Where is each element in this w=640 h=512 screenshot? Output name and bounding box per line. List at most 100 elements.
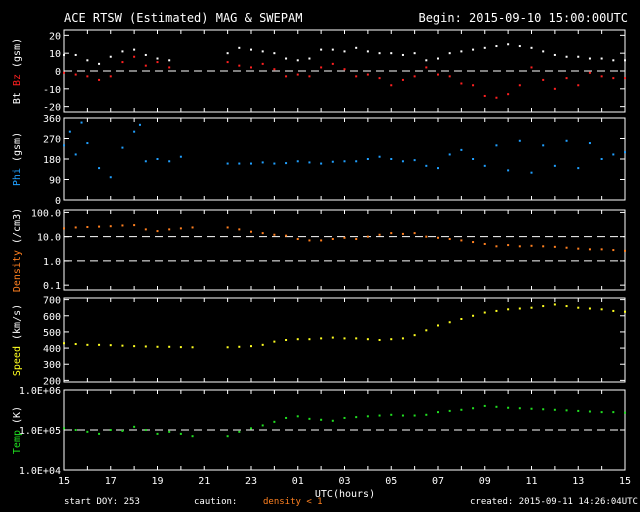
data-point xyxy=(366,415,369,418)
data-point xyxy=(261,62,264,65)
series-mag-1 xyxy=(63,55,626,99)
panel-frame xyxy=(63,209,626,291)
data-point xyxy=(133,48,136,51)
data-point xyxy=(168,59,171,62)
data-point xyxy=(612,309,615,312)
data-point xyxy=(577,247,580,250)
data-point xyxy=(378,414,381,417)
data-point xyxy=(401,160,404,163)
data-point xyxy=(472,241,475,244)
data-point xyxy=(63,427,65,430)
data-point xyxy=(483,46,486,49)
created-time: created: 2015-09-11 14:26:04UTC xyxy=(470,497,638,507)
y-axis-label-part: Density xyxy=(12,250,23,292)
x-tick-label: 01 xyxy=(292,476,304,487)
x-tick-label: 13 xyxy=(572,476,584,487)
data-point xyxy=(495,405,498,408)
density-note: density < 1 xyxy=(263,497,323,507)
data-point xyxy=(413,159,416,162)
data-point xyxy=(612,153,615,156)
y-tick-label: 300 xyxy=(43,360,61,371)
data-point xyxy=(565,77,568,80)
y-tick-label: 90 xyxy=(49,176,61,187)
data-point xyxy=(331,48,334,51)
data-point xyxy=(98,78,101,81)
data-point xyxy=(472,48,475,51)
data-point xyxy=(355,75,358,78)
data-point xyxy=(109,176,112,179)
y-axis-label-part: (gsm) xyxy=(12,38,23,74)
y-tick-label: 20 xyxy=(49,31,61,42)
data-point xyxy=(343,50,346,53)
data-point xyxy=(296,59,299,62)
y-axis-label-part: Phi xyxy=(12,168,23,186)
data-point xyxy=(425,66,428,69)
data-point xyxy=(542,245,545,248)
data-point xyxy=(530,306,533,309)
data-point xyxy=(285,234,288,237)
data-point xyxy=(577,306,580,309)
data-point xyxy=(121,61,124,64)
data-point xyxy=(121,50,124,53)
data-point xyxy=(238,64,241,67)
y-tick-label: 0 xyxy=(55,67,61,78)
data-point xyxy=(191,346,194,349)
data-point xyxy=(285,57,288,60)
data-point xyxy=(483,404,486,407)
data-point xyxy=(308,75,311,78)
start-doy: start DOY: 253 xyxy=(64,497,140,507)
data-point xyxy=(577,55,580,58)
panel-mag: 20 10 0 -10 -20 Bt Bz (gsm) xyxy=(12,29,626,114)
data-point xyxy=(273,162,276,165)
y-axis-label-part: Temp xyxy=(12,430,23,454)
data-point xyxy=(250,66,252,69)
data-point xyxy=(448,153,451,156)
data-point xyxy=(624,249,626,252)
data-point xyxy=(437,73,439,76)
data-point xyxy=(448,75,451,78)
data-point xyxy=(460,148,463,151)
data-point xyxy=(133,224,136,227)
data-point xyxy=(437,411,439,414)
y-tick-label: 200 xyxy=(43,376,61,387)
data-point xyxy=(156,230,159,233)
data-point xyxy=(261,161,264,164)
data-point xyxy=(437,167,439,170)
series-mag-0 xyxy=(63,43,626,65)
data-point xyxy=(331,160,334,163)
data-point xyxy=(191,226,194,229)
series-speed-0 xyxy=(63,303,626,349)
data-point xyxy=(343,68,346,71)
data-point xyxy=(296,415,299,418)
data-point xyxy=(308,417,311,420)
x-axis-label: UTC(hours) xyxy=(315,489,375,500)
data-point xyxy=(168,345,171,348)
y-axis-label: Temp (K) xyxy=(12,406,23,454)
data-point xyxy=(460,50,463,53)
data-point xyxy=(553,408,556,411)
data-point xyxy=(460,239,463,242)
caution-label: caution: xyxy=(194,497,238,507)
data-point xyxy=(86,142,89,145)
data-point xyxy=(378,233,381,236)
data-point xyxy=(495,96,498,99)
data-point xyxy=(238,162,241,165)
data-point xyxy=(530,171,533,174)
data-point xyxy=(483,242,486,245)
data-point xyxy=(366,338,369,341)
data-point xyxy=(156,345,159,348)
data-point xyxy=(577,84,580,87)
data-point xyxy=(390,232,393,235)
data-point xyxy=(413,52,416,55)
y-tick-label: 600 xyxy=(43,312,61,323)
data-point xyxy=(343,236,346,239)
data-point xyxy=(226,61,229,64)
data-point xyxy=(472,158,475,160)
data-point xyxy=(250,162,252,165)
data-point xyxy=(74,343,77,346)
data-point xyxy=(168,160,171,163)
data-point xyxy=(425,59,428,62)
data-point xyxy=(109,344,112,347)
data-point xyxy=(401,53,404,56)
